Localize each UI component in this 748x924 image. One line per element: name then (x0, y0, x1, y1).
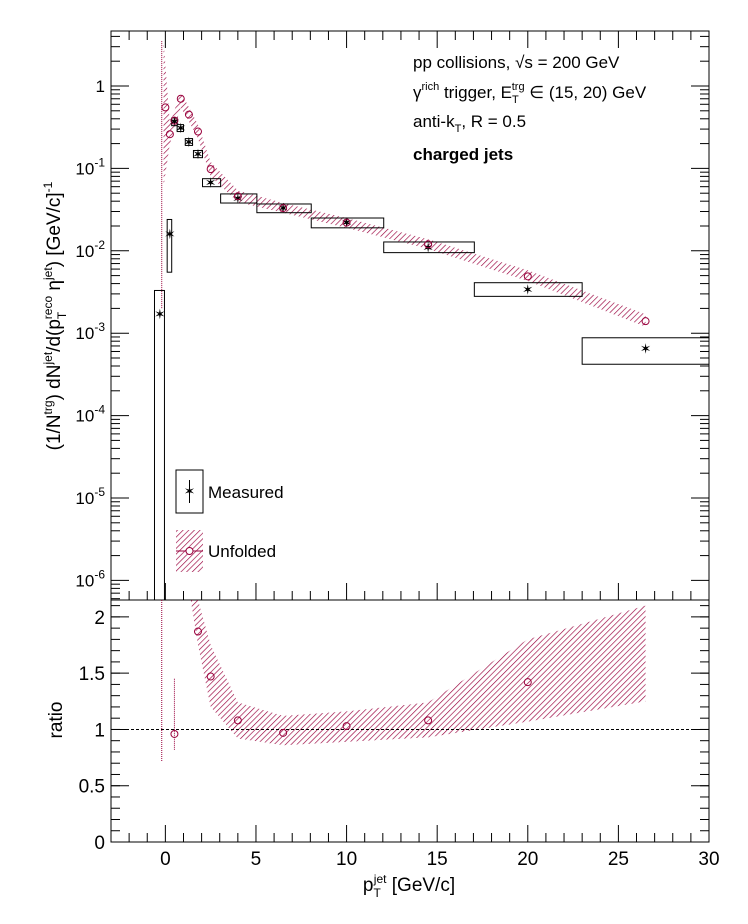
measured-syst-box-4 (184, 138, 194, 146)
unfolded-point-9 (342, 218, 351, 227)
top-y-tick-label-1: 10-5 (75, 485, 105, 508)
measured-syst-box-9 (310, 217, 385, 229)
bottom-y-tick-label-2: 1 (94, 720, 105, 741)
unfolded-point-4 (184, 110, 193, 119)
measured-point-4: ✶ (183, 134, 195, 150)
legend-measured-star: ✶ (184, 483, 196, 499)
x-tick-label-6: 30 (698, 849, 719, 870)
ratio-point-0 (170, 729, 179, 738)
measured-point-8: ✶ (277, 200, 289, 216)
measured-point-12: ✶ (640, 341, 652, 357)
bottom-panel-marks (111, 627, 709, 738)
unfolded-point-1 (165, 130, 174, 139)
annotation-line-4: charged jets (413, 145, 513, 164)
bottom-y-tick-label-3: 1.5 (79, 664, 105, 685)
unfolded-band-top (161, 41, 646, 327)
top-panel-axes: 10-6 10-5 10-4 10-3 10-2 10-1 1 (75, 31, 710, 600)
measured-syst-box-11 (473, 282, 583, 297)
measured-syst-box-2 (171, 117, 178, 127)
annotation-line-3: anti-kT, R = 0.5 (413, 112, 526, 135)
measured-syst-box-6 (202, 178, 222, 188)
measured-point-2: ✶ (169, 114, 181, 130)
measured-point-1: ✶ (164, 226, 176, 242)
unfolded-band-area (163, 41, 646, 327)
unfolded-point-3 (176, 94, 185, 103)
measured-point-3: ✶ (175, 120, 187, 136)
unfolded-point-2 (170, 116, 179, 125)
bottom-panel-axes: 00.511.520 5 10 15 20 25 30 (79, 605, 720, 870)
top-y-tick-label-5: 10-1 (75, 155, 105, 178)
annotation-line-1: pp collisions, √s = 200 GeV (413, 53, 620, 72)
annotation-line-2: γrich trigger, ETtrg ∈ (15, 20) GeV (413, 81, 647, 106)
top-y-tick-label-6: 1 (96, 77, 105, 96)
top-y-tick-label-0: 10-6 (75, 567, 105, 590)
legend-entry-measured: ✶ Measured (175, 469, 284, 514)
ratio-point-5 (342, 722, 351, 731)
measured-syst-box-10 (383, 241, 475, 254)
measured-syst-box-0 (153, 289, 165, 600)
bottom-y-tick-label-4: 2 (94, 608, 105, 629)
measured-syst-box-3 (176, 124, 184, 133)
measured-syst-box-7 (220, 193, 258, 204)
ratio-band-area (190, 600, 646, 746)
ratio-point-7 (523, 678, 532, 687)
unfolded-point-11 (523, 272, 532, 281)
unfolded-point-8 (279, 204, 288, 213)
annotation-block: pp collisions, √s = 200 GeV γrich trigge… (413, 53, 647, 164)
x-tick-label-0: 0 (160, 849, 171, 870)
unfolded-point-12 (641, 317, 650, 326)
unfolded-point-10 (424, 240, 433, 249)
unfolded-point-6 (206, 165, 215, 174)
ratio-point-4 (279, 728, 288, 737)
top-y-tick-label-3: 10-3 (75, 320, 105, 343)
legend-measured-label: Measured (208, 483, 284, 502)
unfolded-point-5 (193, 127, 202, 136)
measured-syst-box-1 (166, 218, 173, 273)
legend-unfolded-circle (185, 547, 194, 555)
x-tick-label-3: 15 (427, 849, 448, 870)
measured-point-6: ✶ (205, 175, 217, 191)
top-y-tick-label-4: 10-2 (75, 238, 105, 261)
x-tick-label-5: 25 (608, 849, 629, 870)
legend-entry-unfolded: Unfolded (176, 530, 276, 572)
ratio-point-6 (424, 716, 433, 725)
measured-point-5: ✶ (192, 146, 204, 162)
top-panel-marks: ✶✶✶✶✶✶✶✶✶✶✶✶✶ (153, 94, 709, 600)
legend-measured-box (175, 469, 204, 514)
measured-point-7: ✶ (232, 191, 244, 207)
bottom-y-tick-label-1: 0.5 (79, 777, 105, 798)
measured-point-11: ✶ (522, 281, 534, 297)
measured-point-0: ✶ (154, 306, 166, 322)
top-y-tick-label-2: 10-4 (75, 403, 105, 426)
ratio-point-2 (206, 672, 215, 681)
x-axis-label: pTjet [GeV/c] (363, 872, 455, 900)
top-y-axis-label: (1/Ntrg) dNjet/d(pTreco ηjet) [GeV/c]-1 (41, 181, 69, 450)
measured-syst-box-5 (192, 149, 204, 159)
x-tick-label-1: 5 (251, 849, 262, 870)
ratio-point-3 (233, 716, 242, 725)
unfolded-point-7 (233, 192, 242, 201)
x-tick-label-4: 20 (517, 849, 538, 870)
measured-point-9: ✶ (341, 215, 353, 231)
measured-syst-box-8 (256, 203, 312, 214)
unfolded-point-0 (161, 103, 170, 112)
bottom-y-axis-label: ratio (46, 702, 67, 739)
bottom-plot-frame (110, 599, 710, 843)
unfolded-band-ratio (161, 600, 646, 761)
ratio-point-1 (193, 627, 202, 636)
legend-unfolded-label: Unfolded (208, 542, 276, 561)
bottom-y-tick-label-0: 0 (94, 833, 105, 854)
legend: ✶ Measured Unfolded (175, 469, 284, 572)
x-tick-label-2: 10 (336, 849, 357, 870)
